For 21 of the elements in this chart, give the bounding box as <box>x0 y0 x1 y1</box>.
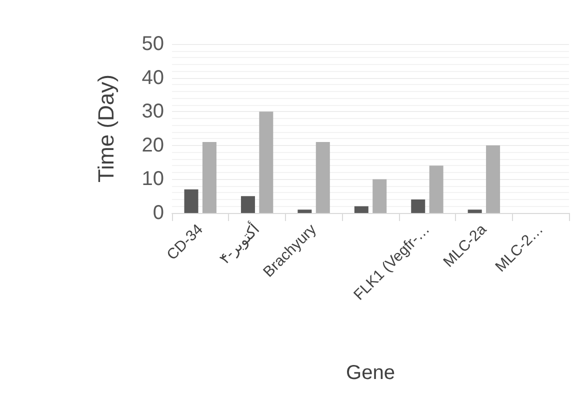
bar <box>354 206 368 213</box>
y-tick-label: 50 <box>142 33 164 55</box>
bar <box>240 196 255 213</box>
x-tick-label: ۴-أكتوبر <box>214 220 264 268</box>
y-axis-title: Time (Day) <box>94 74 118 182</box>
bar <box>486 145 500 213</box>
y-tick-label: 40 <box>142 66 164 89</box>
bar <box>372 179 387 213</box>
bar <box>298 210 312 213</box>
bar <box>184 189 198 213</box>
y-tick-label: 30 <box>142 100 164 123</box>
x-axis-title: Gene <box>346 362 395 384</box>
y-tick-label: 20 <box>142 134 164 156</box>
y-tick-label: 10 <box>142 168 164 190</box>
bar <box>468 210 482 213</box>
bar <box>429 166 444 213</box>
bar <box>259 112 274 213</box>
bar <box>202 142 216 213</box>
bar <box>411 199 426 213</box>
y-tick-label: 0 <box>152 202 164 224</box>
bar <box>316 142 330 213</box>
